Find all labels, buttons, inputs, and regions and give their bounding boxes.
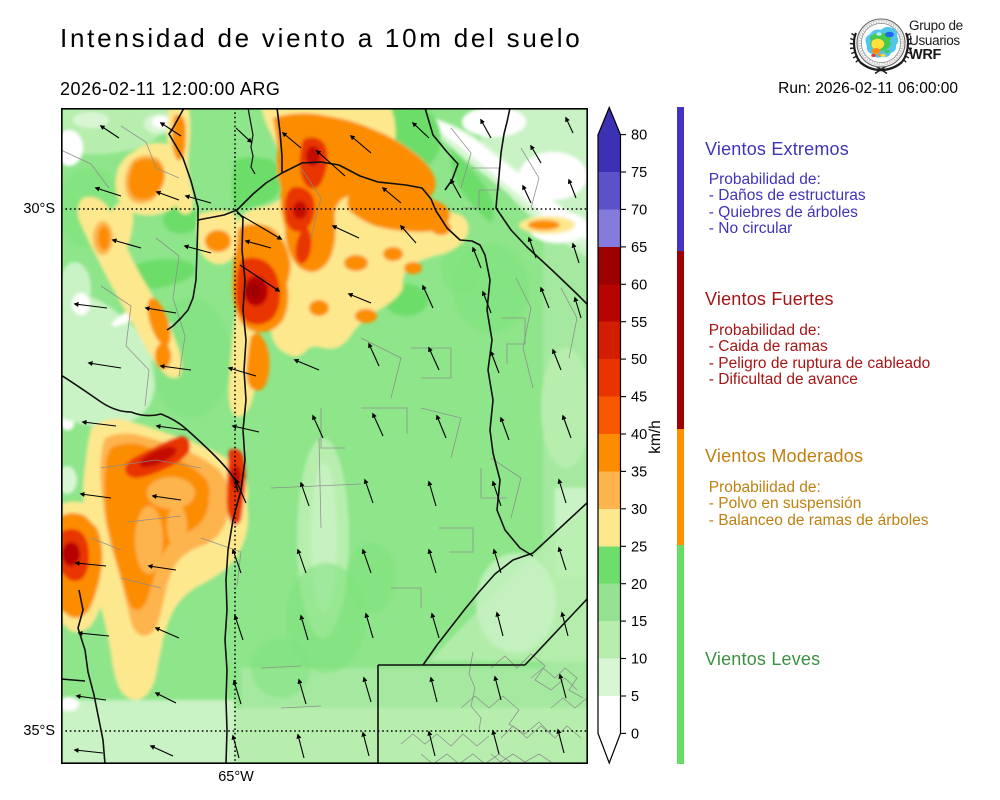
svg-text:30: 30 — [631, 502, 647, 518]
svg-text:70: 70 — [631, 203, 647, 219]
svg-text:15: 15 — [631, 614, 647, 630]
svg-text:5: 5 — [631, 689, 639, 705]
svg-text:25: 25 — [631, 539, 647, 555]
svg-text:65: 65 — [631, 240, 647, 256]
svg-text:35: 35 — [631, 465, 647, 481]
svg-text:10: 10 — [631, 652, 647, 668]
svg-text:75: 75 — [631, 165, 647, 181]
svg-text:45: 45 — [631, 390, 647, 406]
svg-text:20: 20 — [631, 577, 647, 593]
svg-text:50: 50 — [631, 352, 647, 368]
svg-text:40: 40 — [631, 427, 647, 443]
svg-text:0: 0 — [631, 727, 639, 743]
svg-text:60: 60 — [631, 277, 647, 293]
svg-text:80: 80 — [631, 128, 647, 144]
svg-text:55: 55 — [631, 315, 647, 331]
